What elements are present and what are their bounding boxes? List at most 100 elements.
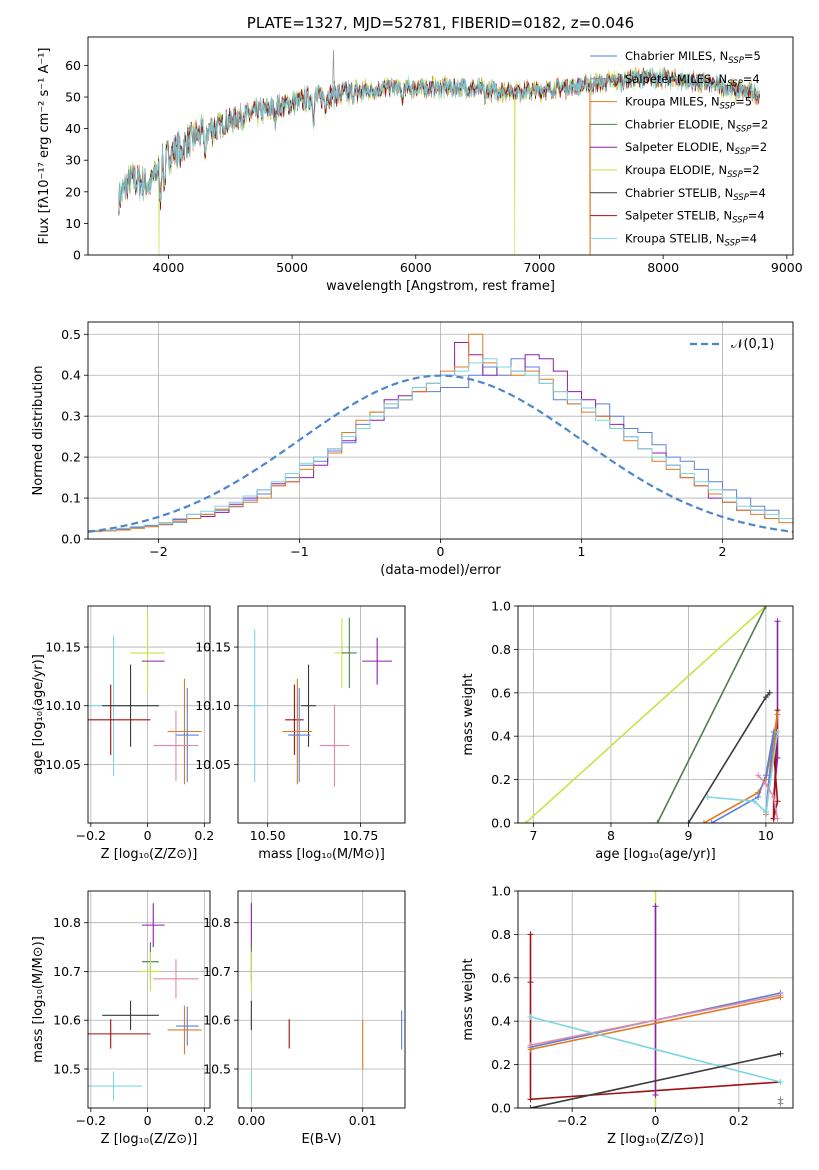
axes-frame [87, 890, 211, 1109]
tick-label-x: 8000 [647, 260, 679, 275]
weight-marker [762, 809, 769, 816]
weight-marker [685, 820, 692, 823]
legend-label-gauss: 𝒩(0,1) [731, 337, 774, 352]
x-axis-label: (data-model)/error [380, 563, 501, 578]
grid [88, 606, 210, 823]
weight-series-kroupa_elodie [522, 606, 769, 823]
errorbar-point-pink [153, 959, 199, 999]
tick-label-y: 0.0 [491, 816, 511, 831]
legend-label-kroupa_elodie: Kroupa ELODIE, NSSP=2 [625, 163, 760, 180]
legend-label-chabrier_miles: Chabrier MILES, NSSP=5 [625, 49, 761, 66]
errorbar-point-salpeter_stelib [88, 1019, 151, 1049]
weight-series-chabrier_miles [708, 728, 777, 823]
legend-label-salpeter_stelib: Salpeter STELIB, NSSP=4 [625, 209, 765, 226]
weight-marker [527, 1013, 534, 1020]
tick-label-x: 10 [758, 828, 774, 843]
gaussian-curve [88, 374, 793, 533]
x-axis-label: mass [log₁₀(M/M⊙)] [258, 847, 385, 862]
weight-marker [527, 1105, 534, 1108]
weight-line [757, 774, 779, 819]
weight-line [707, 731, 779, 814]
tick-label-x: 0 [144, 1113, 152, 1128]
errorbar-point-kroupa_miles [282, 678, 313, 785]
tick-label-y: 60 [65, 58, 81, 73]
weight-marker [751, 798, 758, 805]
errorbar-point-chabrier_miles [175, 1006, 199, 1046]
legend-label-chabrier_stelib: Chabrier STELIB, NSSP=4 [625, 186, 766, 203]
tick-label-y: 50 [65, 90, 81, 105]
tick-label-y: 10.15 [45, 640, 81, 655]
weight-marker [774, 618, 781, 625]
tick-label-y: 0.0 [61, 532, 81, 547]
tick-label-y: 10.8 [53, 915, 81, 930]
axes-frame [237, 890, 406, 1109]
tick-label-x: 0.2 [194, 828, 214, 843]
weight-marker [708, 820, 715, 823]
errorbar-point-salpeter_elodie [141, 903, 165, 948]
errorbar-point-kroupa_stelib [247, 629, 263, 782]
tick-label-y: 0.2 [491, 772, 511, 787]
axes-frame [517, 890, 794, 1109]
y-axis-label: Flux [fλ10⁻¹⁷ erg cm⁻² s⁻¹ A⁻¹] [37, 48, 52, 245]
tick-label-y: 30 [65, 153, 81, 168]
weight-marker [766, 689, 773, 696]
weight-marker [774, 798, 781, 805]
weight-series-chabrier_stelib [685, 689, 773, 823]
tick-label-y: 10.7 [53, 964, 81, 979]
tick-label-x: −0.2 [76, 828, 106, 843]
weight-marker [652, 903, 659, 910]
weight-line [530, 994, 781, 1046]
weight-line [530, 1053, 781, 1108]
weight-series-pink [755, 772, 781, 822]
weight-marker [762, 780, 769, 787]
chart-title: PLATE=1327, MJD=52781, FIBERID=0182, z=0… [247, 14, 634, 32]
tick-label-x: −1 [290, 544, 308, 559]
errorbar-point-chabrier_elodie [341, 617, 357, 689]
plot-area [118, 49, 760, 255]
tick-label-y: 0.0 [491, 1101, 511, 1116]
spectrum-line-kroupa_stelib [118, 66, 760, 211]
legend-label-salpeter_miles: Salpeter MILES, NSSP=4 [625, 72, 760, 89]
axes-frame [517, 605, 794, 824]
tick-label-y: 10 [65, 216, 81, 231]
legend: 𝒩(0,1) [690, 337, 774, 352]
tick-label-x: 10.75 [343, 828, 379, 843]
weight-marker [774, 711, 781, 718]
errorbar-point-salpeter_stelib [285, 684, 304, 755]
tick-label-x: 1 [578, 544, 586, 559]
errorbar-point-salpeter_elodie [362, 637, 393, 685]
errorbar-point-kroupa_stelib [88, 1071, 142, 1101]
weight-marker [654, 820, 661, 823]
axes-frame [87, 36, 794, 256]
weight-marker [774, 815, 781, 822]
weight-series-kroupa_miles [700, 711, 781, 823]
tick-label-x: −0.2 [557, 1113, 587, 1128]
weight-line [656, 606, 767, 823]
errorbar-point-salpeter_stelib [88, 684, 151, 755]
tick-label-x: 0.2 [729, 1113, 749, 1128]
errorbar-point-pink [319, 704, 350, 787]
y-axis-label: age [log₁₀(age/yr)] [31, 654, 46, 775]
errorbar-point-chabrier_miles [288, 688, 311, 782]
weight-series-chabrier_elodie [654, 606, 769, 823]
weight-marker [700, 820, 707, 823]
tick-label-x: 7 [530, 828, 538, 843]
tick-label-y: 10.10 [195, 698, 231, 713]
panel-spectrum: 4000 5000 6000 7000 8000 9000 0 10 20 30 40 50 60 wav… [37, 14, 803, 294]
legend-label-kroupa_miles: Kroupa MILES, NSSP=5 [625, 95, 752, 112]
weight-marker [777, 1050, 784, 1057]
errorbar-point-chabrier_stelib [102, 664, 159, 747]
tick-label-y: 0.3 [61, 409, 81, 424]
x-axis-label: Z [log₁₀(Z/Z⊙)] [101, 847, 198, 862]
weight-marker [522, 820, 529, 823]
hist-series-kroupa_stelib [88, 358, 793, 539]
grid [518, 605, 793, 824]
weight-marker [527, 1096, 534, 1103]
weight-marker [762, 606, 769, 609]
plot-area [88, 611, 202, 785]
grid [88, 891, 210, 1108]
tick-label-x: 0 [144, 828, 152, 843]
y-axis-label: mass weight [461, 673, 476, 755]
grid [238, 606, 405, 823]
tick-label-y: 0.8 [491, 642, 511, 657]
